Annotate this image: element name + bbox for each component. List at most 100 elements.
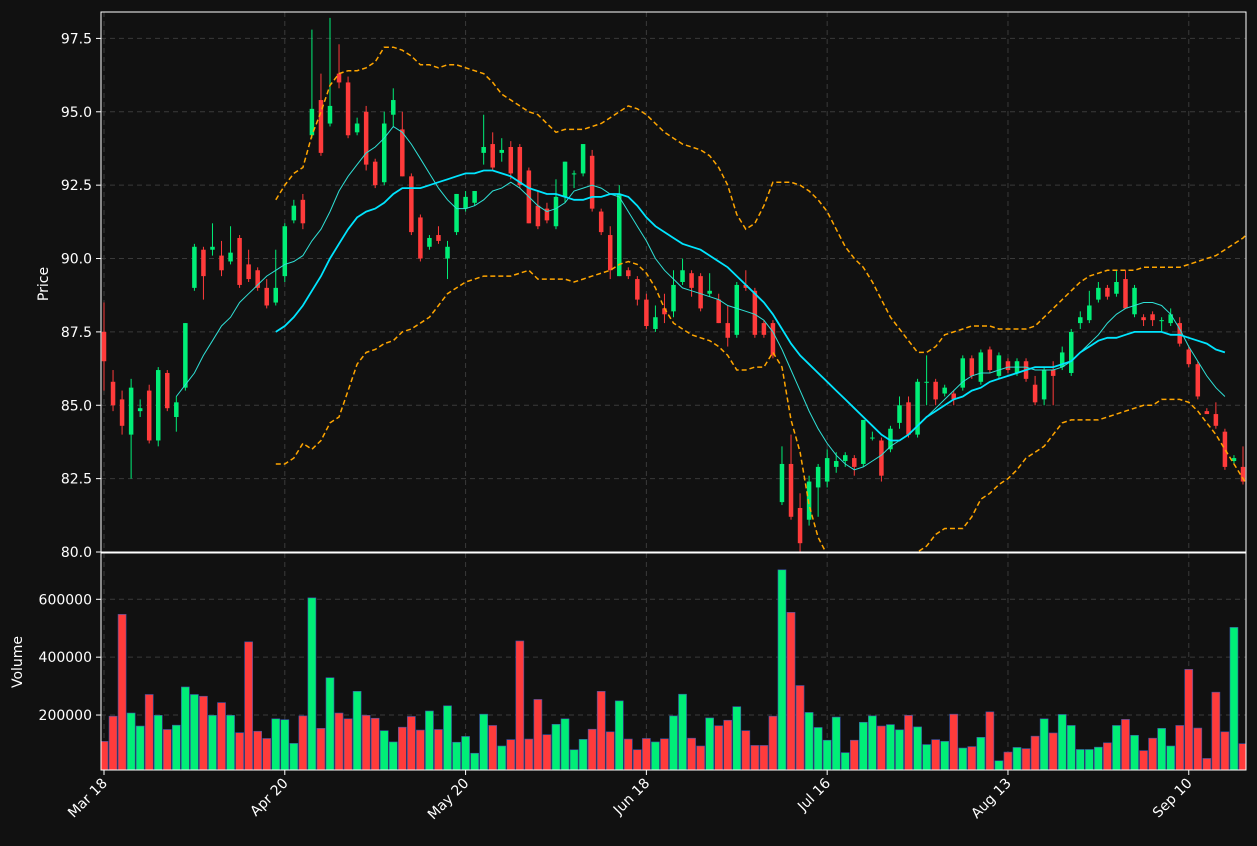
candle-body: [752, 290, 758, 335]
volume-bar: [1012, 747, 1022, 770]
candle-body: [499, 149, 504, 153]
volume-bar: [434, 729, 443, 770]
candle-body: [183, 323, 188, 388]
volume-bar: [859, 721, 868, 770]
volume-tick-label: 200000: [39, 708, 92, 724]
candle-body: [282, 226, 288, 277]
volume-bar: [361, 715, 371, 770]
volume-bar: [217, 702, 226, 770]
volume-bar: [732, 706, 742, 770]
candle-body: [833, 461, 839, 467]
candle-body: [400, 129, 405, 177]
candle-body: [607, 235, 613, 271]
volume-bar: [397, 726, 407, 770]
candle-body: [1105, 287, 1110, 297]
candle-body: [1231, 458, 1237, 462]
candle-body: [1005, 361, 1011, 371]
volume-bar: [560, 718, 570, 770]
candle-body: [210, 246, 215, 250]
candle-body: [119, 399, 125, 426]
volume-bar: [253, 730, 262, 770]
volume-bar: [425, 710, 434, 770]
candle-body: [978, 352, 984, 382]
volume-bar: [144, 694, 154, 770]
volume-bar: [289, 743, 299, 770]
candle-body: [354, 123, 360, 133]
candle-body: [1186, 349, 1192, 365]
candle-body: [436, 235, 441, 241]
candle-body: [300, 199, 306, 224]
volume-bar: [587, 728, 597, 770]
volume-bar: [1211, 691, 1221, 770]
volume-bar: [569, 749, 579, 770]
candle-body: [1114, 282, 1119, 294]
volume-layer: [101, 569, 1246, 770]
volume-bar: [1121, 719, 1130, 770]
volume-bar: [1039, 718, 1049, 770]
candle-body: [418, 217, 423, 259]
bollinger-lower-band: [275, 260, 1246, 552]
candle-body: [228, 252, 233, 262]
price-axis-label: Price: [36, 267, 52, 301]
volume-bar: [723, 719, 733, 770]
volume-bar: [886, 724, 895, 770]
volume-bar: [642, 738, 651, 770]
candle-body: [788, 463, 794, 517]
candle-body: [716, 299, 721, 324]
candle-body: [255, 270, 260, 288]
price-layer: [101, 17, 1246, 552]
volume-bar: [741, 730, 751, 770]
volume-bar: [714, 725, 724, 770]
volume-bar: [416, 729, 425, 770]
volume-bar: [1021, 748, 1031, 770]
volume-bar: [1103, 742, 1112, 770]
candle-body: [689, 273, 694, 288]
volume-bar: [578, 739, 588, 770]
volume-bar: [913, 726, 922, 770]
candle-body: [598, 211, 604, 233]
candle-body: [553, 196, 559, 227]
candle-body: [942, 387, 947, 394]
volume-bar: [1229, 627, 1239, 770]
volume-bar: [153, 715, 163, 770]
candle-body: [1213, 414, 1219, 426]
candle-body: [327, 105, 333, 124]
candle-body: [472, 191, 477, 203]
candle-body: [1168, 314, 1173, 324]
price-tick-label: 90.0: [61, 252, 92, 268]
volume-bar: [1030, 735, 1040, 770]
volume-bar: [280, 719, 290, 770]
bollinger-upper-band: [275, 46, 1246, 354]
volume-bar: [922, 744, 931, 770]
candle-body: [906, 402, 911, 435]
volume-bar: [1193, 727, 1203, 770]
volume-bar: [208, 715, 217, 770]
volume-bar: [958, 747, 968, 770]
volume-axis-label: Volume: [10, 636, 26, 688]
candle-body: [463, 196, 468, 209]
candle-body: [1150, 314, 1155, 321]
candle-body: [409, 176, 414, 233]
volume-bar: [1112, 725, 1121, 770]
candle-body: [1087, 305, 1092, 321]
volume-bar: [551, 723, 561, 770]
candle-body: [824, 458, 830, 482]
volume-bar: [388, 741, 398, 770]
volume-bar: [614, 700, 624, 770]
volume-panel-frame: [100, 552, 1247, 771]
candle-body: [544, 208, 550, 221]
candle-body: [662, 308, 667, 315]
volume-bar: [407, 716, 416, 770]
volume-bar: [1130, 734, 1139, 770]
candle-body: [101, 331, 107, 362]
candle-body: [246, 264, 251, 280]
candle-body: [761, 323, 767, 335]
candle-body: [707, 290, 712, 294]
candle-body: [1068, 331, 1074, 373]
volume-bar: [822, 739, 832, 770]
moving-average-fast: [175, 125, 1226, 471]
candle-body: [951, 393, 956, 400]
candle-body: [617, 193, 622, 277]
volume-bar: [171, 724, 181, 770]
